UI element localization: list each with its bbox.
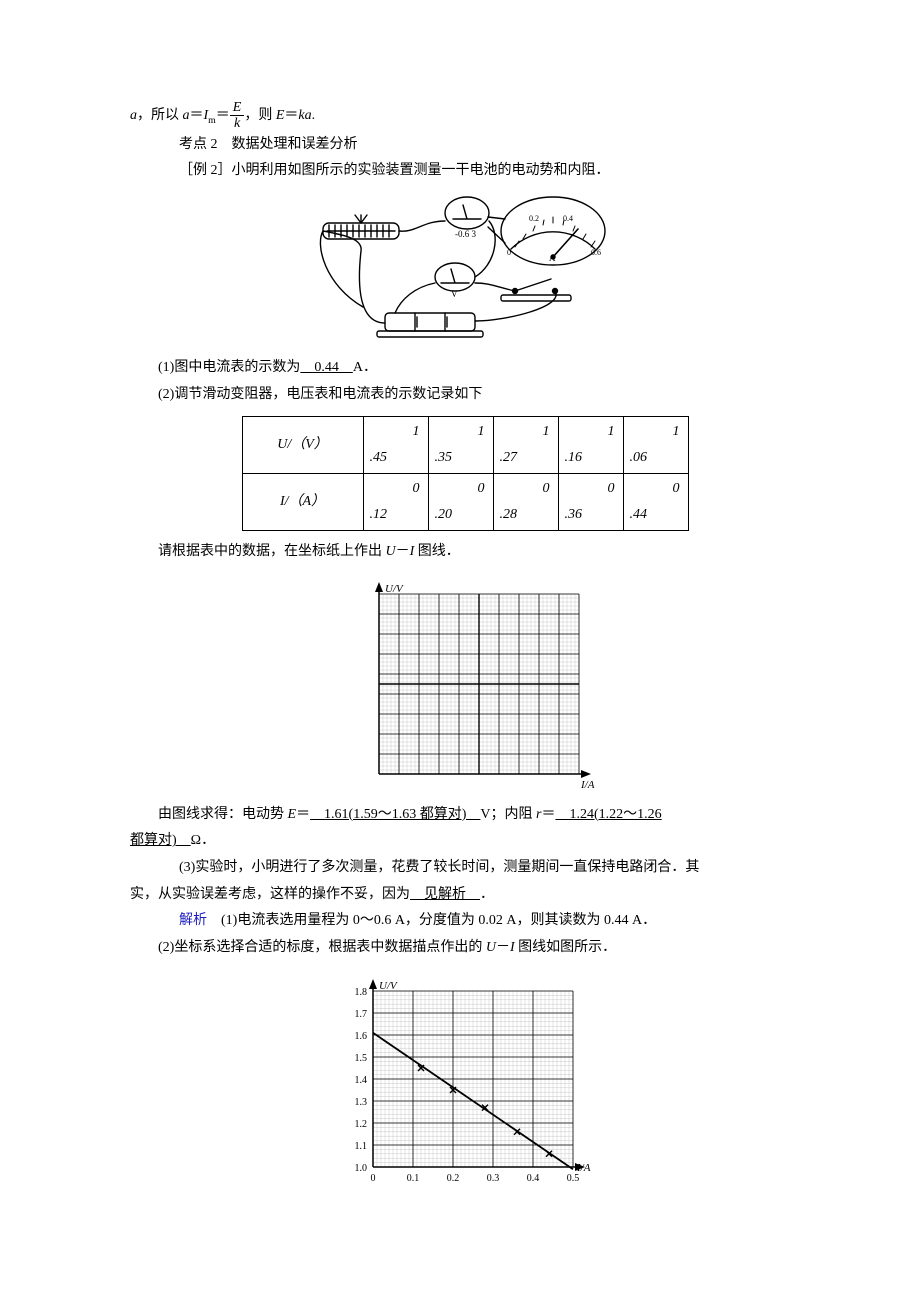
ans-r-part1: 1.24(1.22～1.26: [555, 807, 661, 822]
svg-text:0.1: 0.1: [407, 1173, 420, 1184]
svg-text:1.3: 1.3: [355, 1097, 368, 1108]
fraction-E-over-k: Ek: [230, 100, 245, 132]
svg-text:0: 0: [371, 1173, 376, 1184]
data-table: U/（V） 1.45 1.35 1.27 1.16 1.06 I/（A） 0.1…: [242, 416, 689, 531]
q3-line1: (3)实验时，小明进行了多次测量，花费了较长时间，测量期间一直保持电路闭合．其: [130, 855, 800, 882]
circuit-figure: -0.6 3 0 0.2 0.4 0.6 A V: [305, 195, 625, 345]
table-row: I/（A） 0.12 0.20 0.28 0.36 0.44: [242, 474, 688, 531]
plotted-grid-figure: U/VI/A1.01.11.21.31.41.51.61.71.800.10.2…: [325, 969, 605, 1189]
table-row: U/（V） 1.45 1.35 1.27 1.16 1.06: [242, 417, 688, 474]
svg-text:0.2: 0.2: [529, 214, 539, 223]
example-2-prompt: ［例 2］小明利用如图所示的实验装置测量一干电池的电动势和内阻．: [130, 158, 800, 185]
svg-text:U/V: U/V: [385, 583, 404, 595]
row-label-I: I/（A）: [242, 474, 363, 531]
blank-grid-figure: U/V I/A: [335, 574, 595, 794]
svg-text:1.8: 1.8: [355, 987, 368, 998]
ans-r-part2: 都算对): [130, 833, 191, 848]
jiexi-line2: (2)坐标系选择合适的标度，根据表中数据描点作出的 U－I 图线如图所示．: [130, 935, 800, 962]
result-line-2: 都算对) Ω．: [130, 828, 800, 855]
svg-text:1.7: 1.7: [355, 1009, 368, 1020]
equation-line-1: a，所以 a＝Im＝Ek，则 E＝ka.: [130, 100, 800, 132]
svg-text:1.1: 1.1: [355, 1141, 368, 1152]
row-label-U: U/（V）: [242, 417, 363, 474]
svg-text:0.4: 0.4: [563, 214, 573, 223]
q3-line2: 实，从实验误差考虑，这样的操作不妥，因为 见解析 ．: [130, 882, 800, 909]
svg-text:1.6: 1.6: [355, 1031, 368, 1042]
q1-line: (1)图中电流表的示数为 0.44 A．: [130, 355, 800, 382]
var-a: a: [130, 108, 137, 123]
svg-text:1.4: 1.4: [355, 1075, 368, 1086]
q1-answer: 0.44: [300, 360, 353, 375]
q3-answer: 见解析: [410, 887, 480, 902]
svg-text:0.5: 0.5: [567, 1173, 580, 1184]
ans-E: 1.61(1.59～1.63 都算对): [310, 807, 480, 822]
jiexi-line1: 解析 (1)电流表选用量程为 0～0.6 A，分度值为 0.02 A，则其读数为…: [130, 908, 800, 935]
svg-text:0.3: 0.3: [487, 1173, 500, 1184]
jiexi-label: 解析: [179, 913, 207, 928]
svg-text:0.4: 0.4: [527, 1173, 540, 1184]
q2-intro: (2)调节滑动变阻器，电压表和电流表的示数记录如下: [130, 382, 800, 409]
svg-text:1.2: 1.2: [355, 1119, 368, 1130]
plot-instruction: 请根据表中的数据，在坐标纸上作出 U－I 图线．: [130, 539, 800, 566]
svg-text:V: V: [451, 289, 458, 299]
kaodian-2-heading: 考点 2 数据处理和误差分析: [130, 132, 800, 159]
svg-text:1.0: 1.0: [355, 1163, 368, 1174]
svg-text:1.5: 1.5: [355, 1053, 368, 1064]
svg-text:0: 0: [507, 248, 511, 257]
result-line: 由图线求得：电动势 E＝ 1.61(1.59～1.63 都算对) V；内阻 r＝…: [130, 802, 800, 829]
svg-text:-0.6 3: -0.6 3: [455, 229, 476, 239]
svg-text:U/V: U/V: [379, 980, 398, 992]
svg-text:I/A: I/A: [580, 779, 595, 791]
svg-text:0.2: 0.2: [447, 1173, 460, 1184]
svg-text:0.6: 0.6: [591, 248, 601, 257]
